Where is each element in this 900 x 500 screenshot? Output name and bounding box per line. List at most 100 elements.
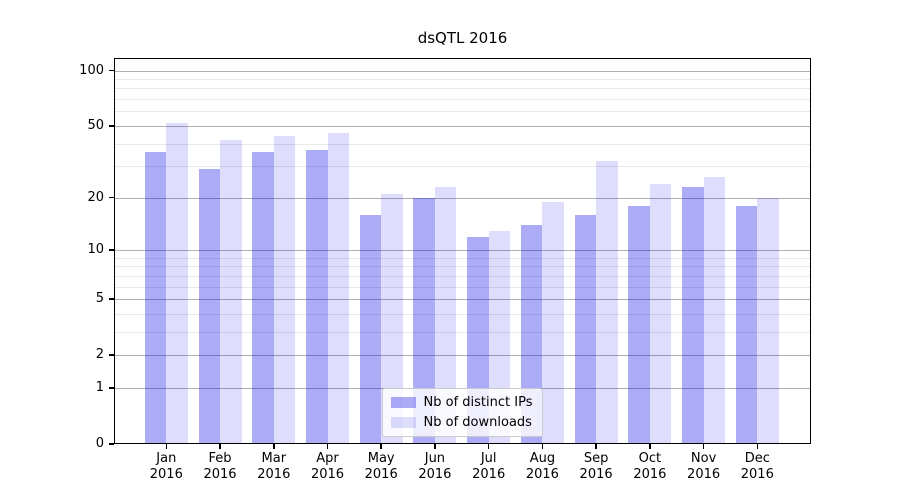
y-tick xyxy=(109,196,114,199)
x-tick xyxy=(434,444,436,449)
bar-distinct-ips xyxy=(574,214,597,444)
x-tick-year: 2016 xyxy=(472,466,506,482)
x-tick-year: 2016 xyxy=(579,466,613,482)
x-tick-month: May xyxy=(367,451,395,466)
x-tick-label: Sep 2016 xyxy=(564,451,628,482)
bar-distinct-ips xyxy=(628,205,650,444)
legend-label-downloads: Nb of downloads xyxy=(423,415,532,430)
x-tick-month: Jul xyxy=(480,451,497,466)
x-tick xyxy=(165,444,168,449)
x-tick-label: May 2016 xyxy=(349,451,413,482)
bar-downloads xyxy=(220,139,242,444)
y-tick-label: 100 xyxy=(79,62,104,78)
legend-item-distinct-ips: Nb of distinct IPs xyxy=(390,395,533,410)
bar-distinct-ips xyxy=(359,214,382,444)
gridline-minor xyxy=(114,88,811,90)
y-tick-label: 50 xyxy=(87,117,104,133)
y-tick xyxy=(109,387,114,389)
x-tick-year: 2016 xyxy=(633,466,667,482)
x-tick-label: Feb 2016 xyxy=(188,451,252,482)
x-tick-month: Oct xyxy=(638,451,662,466)
bar-distinct-ips xyxy=(198,168,220,444)
gridline-major xyxy=(114,70,811,72)
y-tick-label: 2 xyxy=(95,347,104,363)
x-tick xyxy=(487,444,490,449)
gridline-major xyxy=(114,250,811,251)
x-tick-month: Apr xyxy=(316,451,339,466)
y-tick xyxy=(109,69,114,72)
x-tick-month: Jun xyxy=(424,451,446,466)
y-tick xyxy=(109,443,114,445)
bar-downloads xyxy=(542,201,564,444)
x-tick-year: 2016 xyxy=(203,466,237,482)
bar-downloads xyxy=(273,136,296,444)
x-tick-label: Oct 2016 xyxy=(618,451,682,482)
x-tick-label: Dec 2016 xyxy=(725,451,789,482)
bar-distinct-ips xyxy=(682,186,704,444)
bar-downloads xyxy=(757,197,779,444)
bar-downloads xyxy=(596,161,618,444)
x-tick-label: Apr 2016 xyxy=(296,451,360,482)
x-tick-label: Jul 2016 xyxy=(457,451,521,482)
x-tick-year: 2016 xyxy=(687,466,721,482)
bar-distinct-ips xyxy=(413,197,435,444)
x-tick xyxy=(541,444,544,449)
y-tick xyxy=(109,354,114,356)
x-tick-month: Jan xyxy=(156,451,177,466)
x-tick-year: 2016 xyxy=(418,466,452,482)
legend-swatch-distinct-ips xyxy=(390,397,416,408)
x-tick-month: Aug xyxy=(529,451,556,466)
gridline-major xyxy=(114,299,811,300)
x-tick-month: Sep xyxy=(583,451,609,466)
x-tick xyxy=(219,444,221,449)
x-tick-year: 2016 xyxy=(310,466,345,482)
bar-downloads xyxy=(381,193,403,444)
gridline-minor xyxy=(114,313,811,315)
y-tick-label: 0 xyxy=(95,436,104,451)
y-tick-label: 20 xyxy=(87,189,104,205)
x-tick xyxy=(595,444,597,449)
x-tick-label: Mar 2016 xyxy=(242,451,306,482)
bar-distinct-ips xyxy=(252,151,274,444)
bar-downloads xyxy=(327,132,349,444)
gridline-minor xyxy=(114,266,811,268)
gridline-major xyxy=(114,197,811,199)
x-tick-label: Jun 2016 xyxy=(403,451,467,482)
x-tick-label: Nov 2016 xyxy=(672,451,736,482)
gridline-minor xyxy=(114,331,811,333)
bar-downloads xyxy=(649,183,672,444)
x-tick-year: 2016 xyxy=(740,466,774,482)
x-tick xyxy=(273,444,275,449)
y-tick xyxy=(109,298,114,300)
y-tick xyxy=(109,249,114,251)
x-tick xyxy=(756,444,759,449)
gridline-minor xyxy=(114,79,811,80)
x-tick xyxy=(326,444,329,449)
bar-downloads xyxy=(166,122,188,444)
gridline-minor xyxy=(114,275,811,277)
x-tick-month: Mar xyxy=(261,451,287,466)
x-tick-month: Nov xyxy=(690,451,717,466)
bar-downloads xyxy=(703,177,726,444)
x-tick-month: Feb xyxy=(208,451,232,466)
x-tick-year: 2016 xyxy=(257,466,291,482)
chart-title: dsQTL 2016 xyxy=(417,29,508,47)
legend: Nb of distinct IPs Nb of downloads xyxy=(381,388,544,437)
gridline-minor xyxy=(114,143,811,145)
x-tick-year: 2016 xyxy=(525,466,559,482)
y-tick xyxy=(109,125,114,127)
x-tick xyxy=(380,444,382,449)
legend-swatch-downloads xyxy=(390,417,416,428)
bar-distinct-ips xyxy=(735,205,758,444)
x-tick-year: 2016 xyxy=(364,466,398,482)
gridline-minor xyxy=(114,257,811,259)
gridline-major xyxy=(114,355,811,357)
x-tick-month: Dec xyxy=(744,451,770,466)
bar-distinct-ips xyxy=(306,149,328,444)
y-tick-label: 10 xyxy=(87,242,104,257)
legend-label-distinct-ips: Nb of distinct IPs xyxy=(423,395,533,410)
y-tick-label: 1 xyxy=(95,379,104,395)
legend-item-downloads: Nb of downloads xyxy=(390,415,533,430)
x-tick-label: Jan 2016 xyxy=(134,451,198,482)
